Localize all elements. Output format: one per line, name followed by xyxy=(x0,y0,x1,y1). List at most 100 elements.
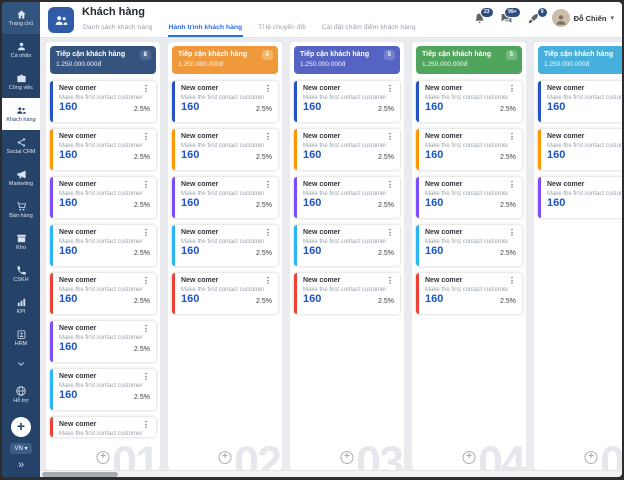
tab-hanh-trinh-khach-hang[interactable]: Hành trình khách hàng xyxy=(167,24,244,37)
sidebar-item-trang-chu[interactable]: Trang chủ xyxy=(2,2,40,34)
sidebar-more-toggle[interactable] xyxy=(16,354,26,378)
sidebar-item-ca-nhan[interactable]: Cá nhân xyxy=(2,34,40,66)
sidebar-item-kho[interactable]: Kho xyxy=(2,226,40,258)
kebab-menu-icon[interactable]: ⋮ xyxy=(142,132,150,141)
kebab-menu-icon[interactable]: ⋮ xyxy=(142,228,150,237)
user-name: Đỗ Chiến xyxy=(573,13,607,23)
customer-stage-card[interactable]: New comer⋮Make the first contact custome… xyxy=(416,225,522,266)
kebab-menu-icon[interactable]: ⋮ xyxy=(264,84,272,93)
kebab-menu-icon[interactable]: ⋮ xyxy=(142,276,150,285)
kebab-menu-icon[interactable]: ⋮ xyxy=(508,228,516,237)
top-bar: Khách hàng Danh sách khách hàng Hành trìn… xyxy=(40,2,622,38)
add-card-button[interactable]: + xyxy=(584,451,598,464)
customer-stage-card[interactable]: New comer⋮Make the first contact custome… xyxy=(416,81,522,122)
sidebar-item-kpi[interactable]: KPI xyxy=(2,290,40,322)
customer-stage-card[interactable]: New comer⋮Make the first contact custome… xyxy=(294,129,400,170)
rocket-button[interactable]: 9 xyxy=(527,6,548,25)
customer-stage-card[interactable]: New comer⋮Make the first contact custome… xyxy=(172,129,278,170)
customer-stage-card[interactable]: New comer⋮Make the first contact custome… xyxy=(50,81,156,122)
sidebar-menu: Trang chủ Cá nhân Công việc Khách hàng Socia… xyxy=(2,2,40,354)
column-header[interactable]: Tiếp cận khách hàng 1.250.000.000đ xyxy=(538,46,622,74)
card-title: New comer xyxy=(303,277,341,284)
horizontal-scrollbar[interactable] xyxy=(40,470,622,477)
card-subtitle: Make the first contact customer xyxy=(303,239,387,245)
kebab-menu-icon[interactable]: ⋮ xyxy=(142,420,150,429)
add-quick-button[interactable]: + xyxy=(11,417,31,437)
customer-stage-card[interactable]: New comer⋮Make the first contact custome… xyxy=(50,273,156,314)
sidebar-item-label: Trang chủ xyxy=(8,20,34,27)
customer-stage-card[interactable]: New comer⋮Make the first contact custome… xyxy=(416,273,522,314)
column-header[interactable]: Tiếp cận khách hàng 8 1.250.000.000đ xyxy=(50,46,156,74)
customer-stage-card[interactable]: New comer⋮Make the first contact custome… xyxy=(294,177,400,218)
customer-stage-card[interactable]: New comer⋮Make the first contact custome… xyxy=(172,225,278,266)
kebab-menu-icon[interactable]: ⋮ xyxy=(264,228,272,237)
card-percent: 2.5% xyxy=(256,298,272,305)
customer-stage-card[interactable]: New comer⋮Make the first contact custome… xyxy=(50,417,156,437)
customer-stage-card[interactable]: New comer⋮Make the first contact custome… xyxy=(172,81,278,122)
customer-stage-card[interactable]: New comer⋮Make the first contact custome… xyxy=(538,81,622,122)
column-header[interactable]: Tiếp cận khách hàng 5 1.250.000.000đ xyxy=(294,46,400,74)
card-value: 160 xyxy=(59,245,78,257)
kebab-menu-icon[interactable]: ⋮ xyxy=(508,180,516,189)
kebab-menu-icon[interactable]: ⋮ xyxy=(142,324,150,333)
customer-stage-card[interactable]: New comer⋮Make the first contact custome… xyxy=(294,273,400,314)
column-number-watermark: 04 xyxy=(477,437,526,470)
kebab-menu-icon[interactable]: ⋮ xyxy=(508,132,516,141)
tab-ti-le-chuyen-oi[interactable]: Tỉ lệ chuyển đổi xyxy=(258,24,306,31)
customer-stage-card[interactable]: New comer⋮Make the first contact custome… xyxy=(294,225,400,266)
column-header[interactable]: Tiếp cận khách hàng 5 1.250.000.000đ xyxy=(172,46,278,74)
customer-stage-card[interactable]: New comer⋮Make the first contact custome… xyxy=(172,273,278,314)
sidebar-item-cong-viec[interactable]: Công việc xyxy=(2,66,40,98)
bell-button[interactable]: 23 xyxy=(473,6,494,25)
sidebar-expand-icon[interactable]: » xyxy=(17,459,25,471)
kebab-menu-icon[interactable]: ⋮ xyxy=(142,84,150,93)
kebab-menu-icon[interactable]: ⋮ xyxy=(386,180,394,189)
kebab-menu-icon[interactable]: ⋮ xyxy=(386,276,394,285)
card-value: 160 xyxy=(181,149,200,161)
add-card-button[interactable]: + xyxy=(218,451,232,464)
sidebar-item-cskh[interactable]: CSKH xyxy=(2,258,40,290)
customer-stage-card[interactable]: New comer⋮Make the first contact custome… xyxy=(538,129,622,170)
customer-stage-card[interactable]: New comer⋮Make the first contact custome… xyxy=(50,369,156,410)
customer-stage-card[interactable]: New comer⋮Make the first contact custome… xyxy=(50,225,156,266)
add-card-button[interactable]: + xyxy=(96,451,110,464)
kebab-menu-icon[interactable]: ⋮ xyxy=(386,132,394,141)
customer-stage-card[interactable]: New comer⋮Make the first contact custome… xyxy=(416,129,522,170)
tab-bar: Danh sách khách hàng Hành trình khách hàn… xyxy=(82,24,416,37)
sidebar-item-social-crm[interactable]: Social CRM xyxy=(2,130,40,162)
add-card-button[interactable]: + xyxy=(462,451,476,464)
kebab-menu-icon[interactable]: ⋮ xyxy=(386,84,394,93)
kebab-menu-icon[interactable]: ⋮ xyxy=(508,84,516,93)
language-selector[interactable]: VN ▾ xyxy=(10,443,32,454)
kanban-column-3: Tiếp cận khách hàng 5 1.250.000.000đ New co… xyxy=(290,42,404,470)
customer-stage-card[interactable]: New comer⋮Make the first contact custome… xyxy=(172,177,278,218)
customer-stage-card[interactable]: New comer⋮Make the first contact custome… xyxy=(50,177,156,218)
sidebar-item-khach-hang[interactable]: Khách hàng xyxy=(2,98,40,130)
customer-stage-card[interactable]: New comer⋮Make the first contact custome… xyxy=(538,177,622,218)
customer-stage-card[interactable]: New comer⋮Make the first contact custome… xyxy=(416,177,522,218)
kebab-menu-icon[interactable]: ⋮ xyxy=(508,276,516,285)
kebab-menu-icon[interactable]: ⋮ xyxy=(142,180,150,189)
column-header[interactable]: Tiếp cận khách hàng 5 1.250.000.000đ xyxy=(416,46,522,74)
person-icon xyxy=(556,15,566,25)
sidebar-item-ban-hang[interactable]: Bán hàng xyxy=(2,194,40,226)
sidebar-item-ho-tro[interactable]: Hỗ trợ xyxy=(2,379,40,411)
kebab-menu-icon[interactable]: ⋮ xyxy=(264,180,272,189)
kebab-menu-icon[interactable]: ⋮ xyxy=(142,372,150,381)
scrollbar-thumb[interactable] xyxy=(42,472,118,477)
sidebar-item-marketing[interactable]: Marketing xyxy=(2,162,40,194)
card-percent: 2.5% xyxy=(134,250,150,257)
add-card-button[interactable]: + xyxy=(340,451,354,464)
sidebar-item-hrm[interactable]: HRM xyxy=(2,322,40,354)
customer-stage-card[interactable]: New comer⋮Make the first contact custome… xyxy=(294,81,400,122)
customer-stage-card[interactable]: New comer⋮Make the first contact custome… xyxy=(50,129,156,170)
user-menu[interactable]: Đỗ Chiến ▾ xyxy=(551,9,614,27)
kebab-menu-icon[interactable]: ⋮ xyxy=(264,276,272,285)
tab-cai-at-cham-iem-khach-hang[interactable]: Cài đặt chấm điểm khách hàng xyxy=(321,24,416,31)
sidebar: Trang chủ Cá nhân Công việc Khách hàng Socia… xyxy=(2,2,40,477)
chat-button[interactable]: 99+ xyxy=(500,6,521,25)
tab-danh-sach-khach-hang[interactable]: Danh sách khách hàng xyxy=(83,24,153,31)
kebab-menu-icon[interactable]: ⋮ xyxy=(386,228,394,237)
kebab-menu-icon[interactable]: ⋮ xyxy=(264,132,272,141)
customer-stage-card[interactable]: New comer⋮Make the first contact custome… xyxy=(50,321,156,362)
